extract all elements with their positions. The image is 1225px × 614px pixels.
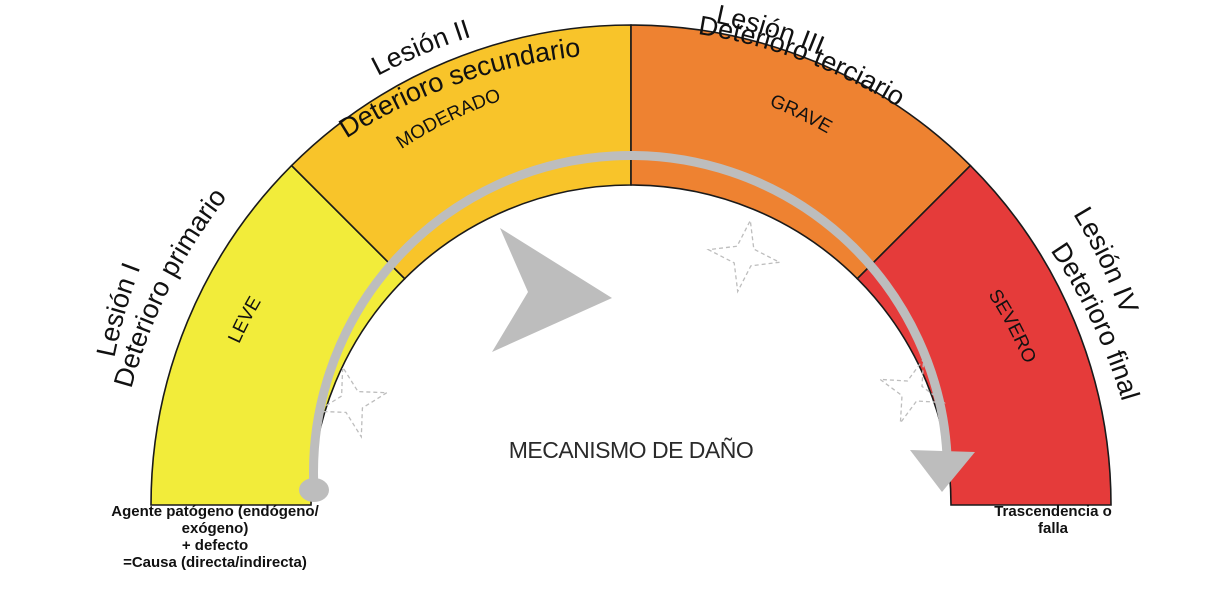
outcome-note: Trascendencia o falla: [958, 503, 1148, 537]
arrow-fletching-icon: [492, 228, 612, 352]
severity-segments: [150, 24, 1112, 506]
cause-note: Agente patógeno (endógeno/ exógeno) + de…: [60, 503, 370, 571]
mechanism-arrow: [299, 151, 975, 502]
sparkle-icon: [877, 356, 947, 426]
cause-note-line: + defecto: [181, 537, 249, 554]
cause-note-line: Agente patógeno (endógeno/: [111, 503, 319, 520]
mechanism-title: MECANISMO DE DAÑO: [509, 437, 754, 463]
arrow-start-dot: [299, 478, 329, 502]
arrowhead-icon: [910, 450, 975, 492]
cause-note-line: =Causa (directa/indirecta): [123, 554, 307, 571]
severity-segment: [856, 164, 1112, 506]
outcome-note-line: falla: [1037, 520, 1068, 537]
mechanism-arrow-curve: [309, 151, 952, 495]
sparkle-icon: [706, 218, 782, 294]
cause-note-line: exógeno): [181, 520, 249, 537]
outcome-note-line: Trascendencia o: [994, 503, 1112, 520]
